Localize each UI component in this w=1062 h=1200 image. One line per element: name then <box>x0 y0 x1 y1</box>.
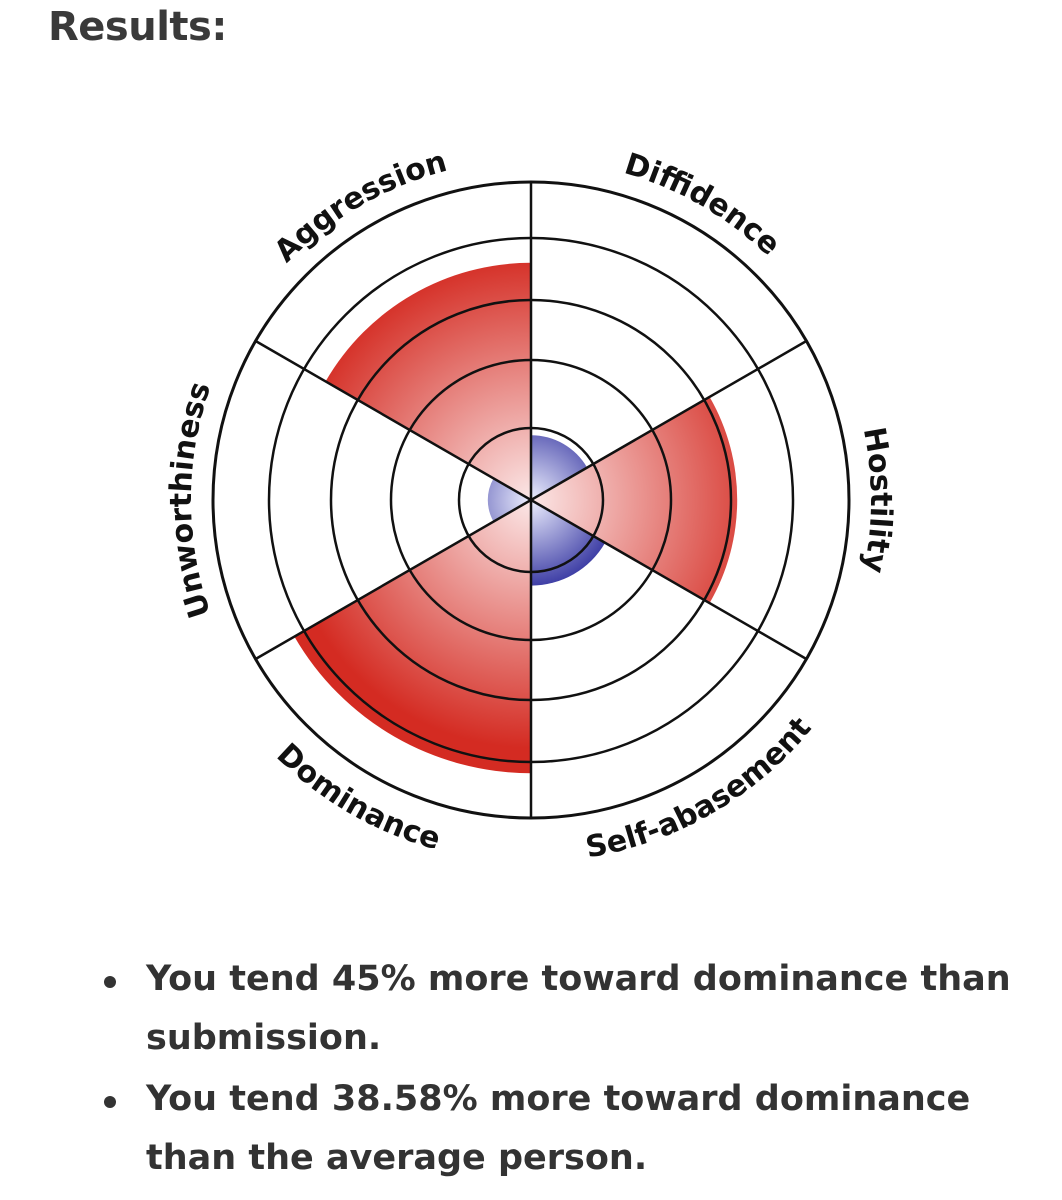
segment-label-unworthiness: Unworthiness <box>164 378 218 622</box>
segment-label-hostility: Hostility <box>856 424 898 576</box>
result-item-dominance-average: You tend 38.58% more toward dominance th… <box>100 1070 1020 1188</box>
wedge-aggression <box>325 262 531 500</box>
wedge-dominance <box>294 500 531 774</box>
grid-spoke <box>254 339 808 661</box>
wedge-unworthiness <box>487 478 531 522</box>
wedge-self-abasement <box>531 500 606 586</box>
segment-label-aggression: Aggression <box>268 144 451 269</box>
interpersonal-circle-chart: DiffidenceHostilitySelf-abasementDominan… <box>164 144 898 866</box>
segment-label-self-abasement: Self-abasement <box>583 711 818 866</box>
results-list: You tend 45% more toward dominance than … <box>100 950 1020 1190</box>
page-title: Results: <box>48 4 227 50</box>
wedge-hostility <box>531 396 738 604</box>
result-item-dominance-submission: You tend 45% more toward dominance than … <box>100 950 1020 1068</box>
wedge-diffidence <box>531 435 588 500</box>
